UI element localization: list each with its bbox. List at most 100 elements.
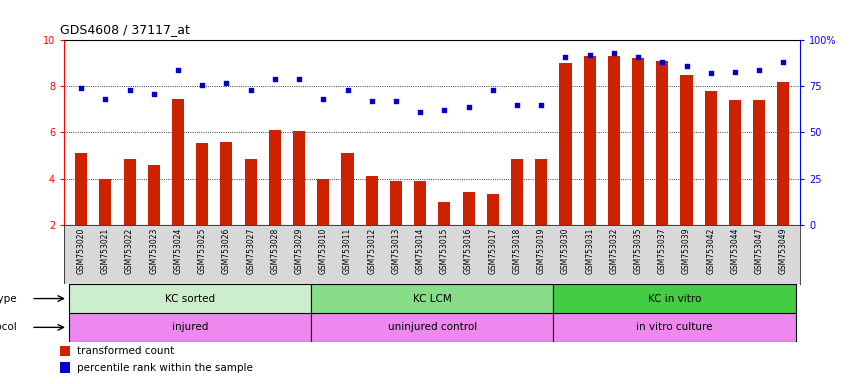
Bar: [366, 176, 377, 225]
Bar: [414, 181, 426, 225]
Text: GSM753028: GSM753028: [270, 228, 279, 274]
Point: [752, 67, 766, 73]
Text: cell type: cell type: [0, 293, 16, 304]
Bar: [438, 202, 450, 225]
Point: [680, 63, 693, 69]
Point: [728, 69, 742, 75]
Text: GSM753039: GSM753039: [682, 228, 691, 274]
Bar: [608, 56, 620, 225]
Point: [74, 85, 88, 91]
Bar: [553, 313, 795, 342]
Text: in vitro culture: in vitro culture: [636, 322, 713, 333]
Text: KC LCM: KC LCM: [413, 293, 452, 304]
Point: [776, 60, 790, 66]
Point: [365, 98, 378, 104]
Bar: [729, 100, 741, 225]
Point: [317, 96, 330, 103]
Point: [268, 76, 282, 82]
Point: [220, 79, 234, 86]
Point: [437, 107, 451, 113]
Bar: [632, 58, 645, 225]
Bar: [560, 63, 572, 225]
Point: [656, 60, 669, 66]
Point: [607, 50, 621, 56]
Text: GSM753031: GSM753031: [586, 228, 594, 274]
Point: [389, 98, 403, 104]
Text: GSM753018: GSM753018: [513, 228, 521, 274]
Point: [122, 87, 136, 93]
Text: GSM753035: GSM753035: [633, 228, 643, 274]
Bar: [312, 284, 553, 313]
Bar: [172, 99, 184, 225]
Text: protocol: protocol: [0, 322, 16, 333]
Text: GSM753019: GSM753019: [537, 228, 546, 274]
Bar: [318, 179, 330, 225]
Bar: [99, 179, 111, 225]
Bar: [69, 313, 312, 342]
Bar: [196, 143, 208, 225]
Text: GSM753010: GSM753010: [318, 228, 328, 274]
Bar: [75, 153, 87, 225]
Point: [195, 81, 209, 88]
Text: transformed count: transformed count: [77, 346, 175, 356]
Point: [98, 96, 112, 103]
Text: uninjured control: uninjured control: [388, 322, 477, 333]
Text: GSM753026: GSM753026: [222, 228, 231, 274]
Text: GSM753027: GSM753027: [247, 228, 255, 274]
Text: GSM753047: GSM753047: [755, 228, 764, 274]
Bar: [60, 346, 70, 356]
Bar: [753, 100, 765, 225]
Text: KC sorted: KC sorted: [165, 293, 215, 304]
Bar: [312, 313, 553, 342]
Text: GSM753014: GSM753014: [416, 228, 425, 274]
Text: GSM753012: GSM753012: [367, 228, 377, 274]
Bar: [60, 362, 70, 373]
Bar: [704, 91, 716, 225]
Text: GSM753023: GSM753023: [149, 228, 158, 274]
Text: GSM753020: GSM753020: [77, 228, 86, 274]
Text: GSM753030: GSM753030: [561, 228, 570, 274]
Bar: [487, 194, 499, 225]
Text: GSM753011: GSM753011: [343, 228, 352, 274]
Text: GSM753015: GSM753015: [440, 228, 449, 274]
Point: [341, 87, 354, 93]
Point: [704, 70, 717, 76]
Point: [413, 109, 427, 115]
Bar: [220, 142, 233, 225]
Text: GSM753017: GSM753017: [488, 228, 497, 274]
Bar: [553, 284, 795, 313]
Bar: [511, 159, 523, 225]
Point: [292, 76, 306, 82]
Text: injured: injured: [172, 322, 208, 333]
Bar: [69, 284, 312, 313]
Bar: [462, 192, 475, 225]
Text: GSM753032: GSM753032: [609, 228, 618, 274]
Text: GDS4608 / 37117_at: GDS4608 / 37117_at: [60, 23, 190, 36]
Point: [631, 54, 645, 60]
Point: [147, 91, 161, 97]
Text: GSM753013: GSM753013: [391, 228, 401, 274]
Text: GSM753021: GSM753021: [101, 228, 110, 274]
Bar: [681, 75, 693, 225]
Text: GSM753042: GSM753042: [706, 228, 716, 274]
Bar: [245, 159, 257, 225]
Bar: [584, 56, 596, 225]
Bar: [777, 82, 789, 225]
Point: [559, 54, 573, 60]
Bar: [389, 181, 402, 225]
Text: GSM753044: GSM753044: [730, 228, 740, 274]
Point: [534, 102, 548, 108]
Point: [583, 52, 597, 58]
Bar: [269, 130, 281, 225]
Bar: [123, 159, 135, 225]
Bar: [342, 153, 354, 225]
Text: GSM753022: GSM753022: [125, 228, 134, 274]
Bar: [148, 165, 160, 225]
Text: GSM753049: GSM753049: [779, 228, 788, 274]
Point: [171, 67, 185, 73]
Point: [244, 87, 258, 93]
Text: GSM753016: GSM753016: [464, 228, 473, 274]
Text: GSM753029: GSM753029: [294, 228, 304, 274]
Text: GSM753024: GSM753024: [174, 228, 182, 274]
Bar: [535, 159, 547, 225]
